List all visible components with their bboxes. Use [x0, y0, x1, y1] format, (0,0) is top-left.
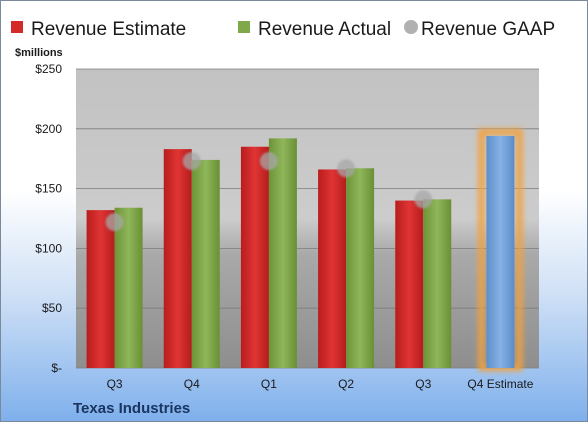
marker-revenue-gaap [337, 159, 356, 178]
marker-revenue-gaap [414, 190, 433, 209]
legend-marker-gaap [404, 20, 418, 34]
bar-revenue-estimate [163, 149, 192, 368]
bar-revenue-actual [268, 138, 297, 368]
marker-revenue-gaap [182, 152, 201, 171]
marker-revenue-gaap [105, 213, 124, 232]
bar-revenue-estimate-forecast [486, 135, 515, 368]
bar-revenue-estimate [86, 210, 115, 368]
y-tick-label: $150 [35, 182, 62, 196]
bar-revenue-actual [346, 168, 375, 368]
bar-revenue-actual [423, 199, 452, 368]
x-tick-label: Q4 Estimate [467, 377, 533, 391]
y-tick-label: $200 [35, 122, 62, 136]
legend-swatch-estimate [11, 21, 23, 33]
bar-revenue-estimate [395, 200, 424, 368]
legend-item-revenue-actual: Revenue Actual [238, 19, 391, 40]
company-name: Texas Industries [73, 400, 190, 417]
x-tick-label: Q3 [415, 377, 431, 391]
y-axis-ticks: $- $50 $100 $150 $200 $250 [35, 62, 62, 375]
y-tick-label: $250 [35, 62, 62, 76]
y-tick-label: $- [51, 361, 62, 375]
bar-revenue-estimate [318, 169, 347, 368]
unit-label: $millions [15, 47, 63, 59]
bar-revenue-actual [114, 207, 143, 368]
x-tick-label: Q2 [338, 377, 354, 391]
legend: Revenue Estimate Revenue Actual Revenue … [11, 19, 555, 40]
bar-revenue-estimate [240, 146, 269, 368]
x-axis-ticks: Q3 Q4 Q1 Q2 Q3 Q4 Estimate [107, 377, 534, 391]
y-tick-label: $50 [42, 301, 62, 315]
legend-label-gaap: Revenue GAAP [421, 19, 555, 40]
gridlines [76, 68, 539, 369]
legend-label-actual: Revenue Actual [258, 19, 391, 40]
marker-revenue-gaap [259, 152, 278, 171]
bars [86, 128, 523, 371]
legend-item-revenue-gaap: Revenue GAAP [404, 19, 555, 40]
legend-item-revenue-estimate: Revenue Estimate [11, 19, 186, 40]
gaap-markers [105, 152, 433, 232]
x-tick-label: Q4 [184, 377, 200, 391]
legend-swatch-actual [238, 21, 250, 33]
bar-revenue-actual [191, 159, 220, 368]
plot-area [76, 69, 539, 368]
x-tick-label: Q1 [261, 377, 277, 391]
y-tick-label: $100 [35, 241, 62, 255]
legend-label-estimate: Revenue Estimate [31, 19, 186, 40]
x-tick-label: Q3 [107, 377, 123, 391]
